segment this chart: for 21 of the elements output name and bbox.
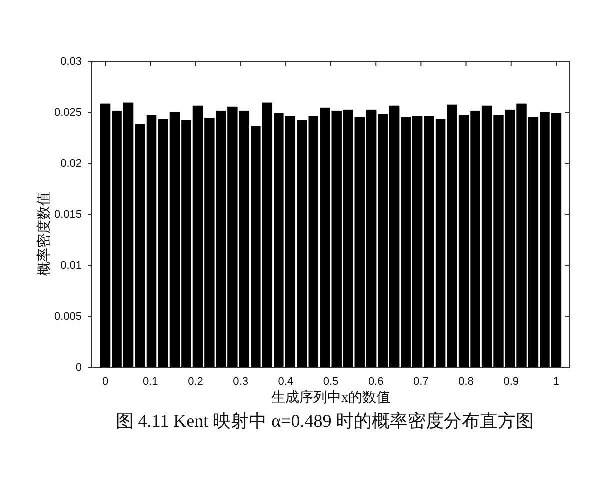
x-tick-label: 0.3	[233, 376, 248, 388]
y-tick-label: 0.025	[54, 107, 82, 119]
x-tick-label: 0	[102, 376, 109, 388]
y-tick-label: 0.005	[54, 311, 82, 323]
y-tick-label: 0.02	[60, 158, 82, 170]
x-tick-label: 0.2	[188, 376, 204, 388]
y-axis-title: 概率密度数值	[36, 192, 52, 276]
y-tick-label: 0.01	[60, 260, 82, 272]
x-tick-label: 0.4	[278, 376, 294, 388]
x-tick-label: 0.9	[504, 376, 520, 388]
x-tick-label: 0.7	[414, 376, 429, 388]
y-tick-label: 0.015	[54, 209, 82, 221]
x-tick-label: 0.1	[142, 376, 158, 388]
text: 图 4.11 Kent 映射中 α=0.489 时的概率密度分布直方图	[116, 411, 534, 431]
x-axis-title: 生成序列中x的数值	[272, 390, 390, 406]
x-tick-label: 0.6	[368, 376, 384, 388]
y-tick-label: 0	[76, 362, 82, 374]
x-tick-label: 0.8	[458, 376, 474, 388]
y-tick-label: 0.03	[60, 56, 82, 68]
x-tick-label: 0.5	[323, 376, 339, 388]
x-tick-label: 1	[553, 376, 560, 388]
